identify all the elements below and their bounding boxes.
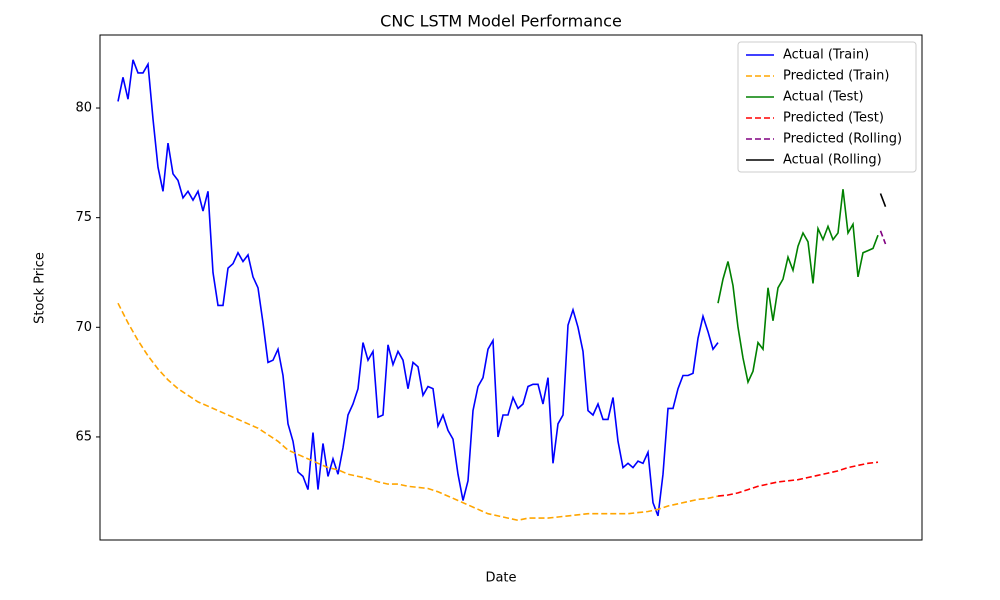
legend-label: Predicted (Rolling)	[783, 132, 902, 147]
legend-label: Actual (Rolling)	[783, 153, 882, 168]
legend-label: Actual (Test)	[783, 90, 864, 105]
chart-title: CNC LSTM Model Performance	[380, 12, 622, 31]
data-line	[117, 59, 719, 517]
y-axis-label: Stock Price	[33, 252, 48, 324]
y-tick-label: 70	[75, 320, 92, 335]
y-tick-label: 75	[75, 210, 92, 225]
x-axis-label: Date	[485, 571, 516, 586]
plot-frame	[99, 34, 923, 541]
data-line	[879, 193, 887, 207]
data-line	[717, 461, 879, 497]
legend-label: Actual (Train)	[783, 48, 869, 63]
data-line	[717, 189, 879, 385]
data-line	[879, 230, 887, 245]
y-tick-label: 80	[75, 101, 92, 116]
y-tick-label: 65	[75, 429, 92, 444]
legend-label: Predicted (Train)	[783, 69, 890, 84]
legend-label: Predicted (Test)	[783, 111, 884, 126]
legend-box	[737, 41, 917, 173]
